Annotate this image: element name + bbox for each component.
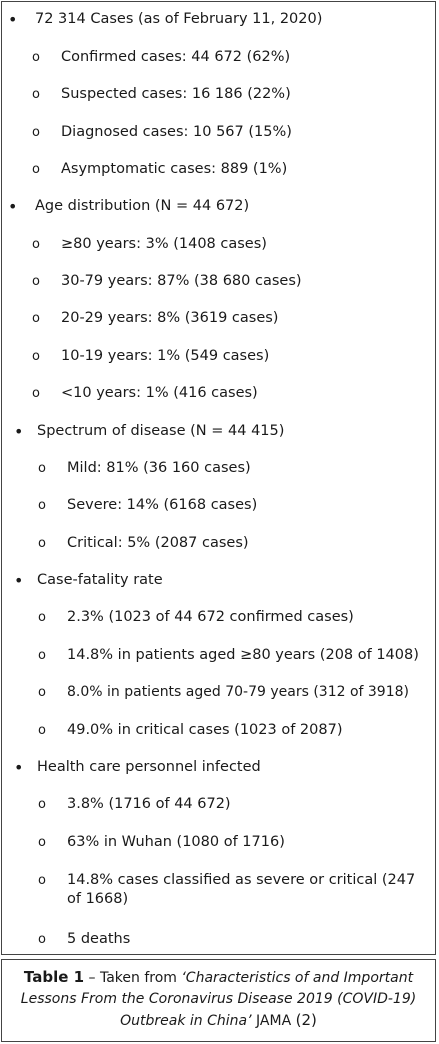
- list-item: 30-79 years: 87% (38 680 cases): [61, 273, 302, 289]
- list-item: 72 314 Cases (as of February 11, 2020): [35, 11, 323, 27]
- list-item: 5 deaths: [67, 931, 131, 947]
- list-item: 63% in Wuhan (1080 of 1716): [67, 834, 285, 850]
- sub-bullet-marker: o: [32, 125, 40, 140]
- sub-bullet-marker: o: [38, 461, 46, 476]
- sub-bullet-marker: o: [38, 723, 46, 738]
- bullet-marker: •: [8, 197, 18, 216]
- list-item: 20-29 years: 8% (3619 cases): [61, 310, 279, 326]
- list-item: Asymptomatic cases: 889 (1%): [61, 161, 288, 177]
- list-item: Diagnosed cases: 10 567 (15%): [61, 124, 292, 140]
- caption-journal: JAMA: [251, 1013, 296, 1029]
- list-item: 3.8% (1716 of 44 672): [67, 796, 231, 812]
- caption-dash: – Taken from: [84, 970, 182, 986]
- list-item: Suspected cases: 16 186 (22%): [61, 86, 291, 102]
- sub-bullet-marker: o: [38, 536, 46, 551]
- sub-bullet-marker: o: [32, 386, 40, 401]
- list-item: Spectrum of disease (N = 44 415): [37, 423, 285, 439]
- sub-bullet-marker: o: [32, 237, 40, 252]
- bullet-marker: •: [14, 571, 24, 590]
- list-item: 2.3% (1023 of 44 672 confirmed cases): [67, 609, 354, 625]
- caption-line-3: Outbreak in China’ JAMA (2): [2, 1010, 435, 1032]
- list-item: Case-fatality rate: [37, 572, 163, 588]
- list-item: ≥80 years: 3% (1408 cases): [61, 236, 267, 252]
- list-item: 8.0% in patients aged 70-79 years (312 o…: [67, 684, 409, 700]
- summary-table: • 72 314 Cases (as of February 11, 2020)…: [1, 1, 436, 955]
- sub-bullet-marker: o: [38, 685, 46, 700]
- bullet-marker: •: [14, 758, 24, 777]
- list-item: Critical: 5% (2087 cases): [67, 535, 249, 551]
- bullet-marker: •: [8, 10, 18, 29]
- list-item: <10 years: 1% (416 cases): [61, 385, 258, 401]
- sub-bullet-marker: o: [38, 873, 46, 888]
- list-item: 14.8% cases classified as severe or crit…: [67, 872, 416, 907]
- sub-bullet-marker: o: [32, 87, 40, 102]
- list-item: 10-19 years: 1% (549 cases): [61, 348, 270, 364]
- sub-bullet-marker: o: [32, 50, 40, 65]
- sub-bullet-marker: o: [32, 274, 40, 289]
- list-item: Age distribution (N = 44 672): [35, 198, 250, 214]
- sub-bullet-marker: o: [32, 162, 40, 177]
- caption-reference: (2): [295, 1011, 317, 1029]
- list-item: Confirmed cases: 44 672 (62%): [61, 49, 291, 65]
- sub-bullet-marker: o: [32, 311, 40, 326]
- sub-bullet-marker: o: [32, 349, 40, 364]
- bullet-marker: •: [14, 422, 24, 441]
- list-item: 49.0% in critical cases (1023 of 2087): [67, 722, 343, 738]
- caption-line-2: Lessons From the Coronavirus Disease 201…: [20, 991, 417, 1007]
- caption-line-1: Table 1 – Taken from ‘Characteristics of…: [2, 967, 435, 989]
- list-item: Mild: 81% (36 160 cases): [67, 460, 251, 476]
- caption-source-title-end: Outbreak in China’: [120, 1013, 252, 1029]
- list-item: 14.8% in patients aged ≥80 years (208 of…: [67, 647, 419, 663]
- list-item: Health care personnel infected: [37, 759, 261, 775]
- sub-bullet-marker: o: [38, 648, 46, 663]
- list-item: Severe: 14% (6168 cases): [67, 497, 258, 513]
- sub-bullet-marker: o: [38, 835, 46, 850]
- sub-bullet-marker: o: [38, 610, 46, 625]
- sub-bullet-marker: o: [38, 498, 46, 513]
- sub-bullet-marker: o: [38, 932, 46, 947]
- table-caption: Table 1 – Taken from ‘Characteristics of…: [1, 959, 436, 1042]
- caption-source-title: ‘Characteristics of and Important: [181, 970, 414, 986]
- caption-label: Table 1: [23, 968, 85, 986]
- sub-bullet-marker: o: [38, 797, 46, 812]
